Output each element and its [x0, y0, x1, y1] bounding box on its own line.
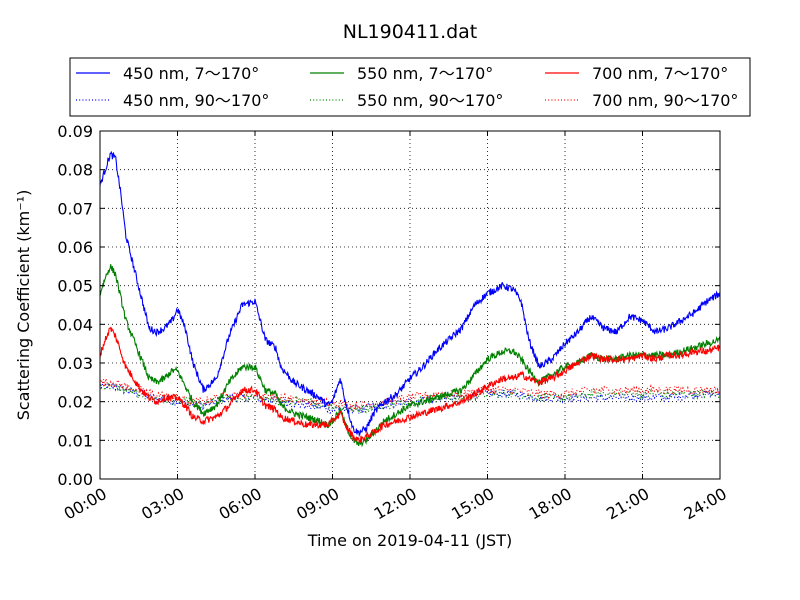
y-tick-label: 0.08 — [57, 161, 93, 180]
series-layer — [99, 150, 721, 448]
x-tick-label: 06:00 — [216, 484, 265, 524]
legend-label: 450 nm, 90～170° — [123, 91, 269, 110]
x-tick-label: 18:00 — [526, 484, 575, 524]
legend-box — [69, 57, 751, 117]
y-axis-label: Scattering Coefficient (km⁻¹) — [14, 190, 33, 421]
y-tick-label: 0.05 — [57, 277, 93, 296]
x-tick-label: 24:00 — [681, 484, 730, 524]
series-line — [99, 150, 721, 438]
legend-label: 700 nm, 90～170° — [592, 91, 738, 110]
y-tick-label: 0.04 — [57, 315, 93, 334]
y-tick-label: 0.07 — [57, 199, 93, 218]
y-tick-label: 0.00 — [57, 470, 93, 489]
legend: 450 nm, 7～170° 450 nm, 90～170° 550 nm, 7～1… — [69, 57, 751, 117]
x-tick-label: 09:00 — [293, 484, 342, 524]
legend-label: 450 nm, 7～170° — [123, 64, 259, 83]
y-tick-label: 0.01 — [57, 431, 93, 450]
series-line — [99, 326, 721, 443]
y-tick-label: 0.02 — [57, 393, 93, 412]
chart-title: NL190411.dat — [343, 21, 478, 43]
legend-label: 700 nm, 7～170° — [592, 64, 728, 83]
grid-lines — [100, 131, 720, 479]
x-tick-label: 21:00 — [603, 484, 652, 524]
series-line — [99, 383, 721, 415]
legend-label: 550 nm, 90～170° — [357, 91, 503, 110]
legend-label: 550 nm, 7～170° — [357, 64, 493, 83]
y-tick-label: 0.03 — [57, 354, 93, 373]
x-tick-label: 15:00 — [448, 484, 497, 524]
x-axis-label: Time on 2019-04-11 (JST) — [307, 531, 512, 550]
x-tick-label: 12:00 — [371, 484, 420, 524]
x-tick-label: 03:00 — [138, 484, 187, 524]
y-tick-label: 0.06 — [57, 238, 93, 257]
y-tick-label: 0.09 — [57, 122, 93, 141]
x-tick-label: 00:00 — [61, 484, 110, 524]
series-line — [99, 380, 721, 415]
